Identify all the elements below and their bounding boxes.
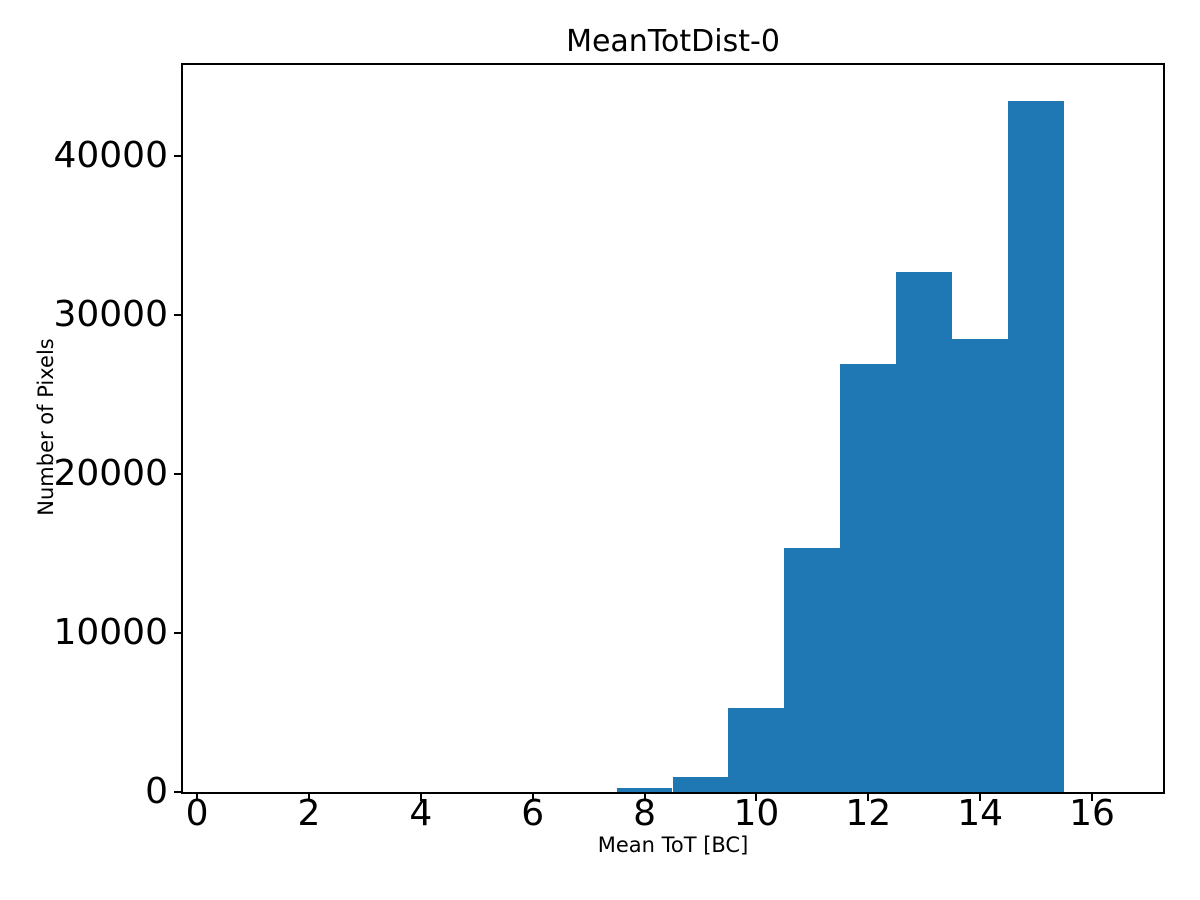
y-tick-label: 10000	[53, 612, 168, 654]
x-tick-label: 4	[409, 793, 433, 834]
histogram-bar	[1008, 101, 1064, 792]
histogram-bar	[784, 548, 841, 792]
histogram-bar	[728, 708, 785, 792]
x-tick-label: 2	[297, 793, 321, 834]
y-tick-mark	[174, 314, 182, 317]
x-tick-label: 8	[633, 793, 656, 834]
x-tick-mark	[307, 793, 310, 801]
x-tick-label: 16	[1069, 793, 1115, 834]
histogram-bar	[952, 338, 1009, 792]
x-tick-mark	[531, 793, 534, 801]
plot-area	[181, 63, 1165, 794]
x-tick-label: 14	[957, 793, 1004, 834]
histogram-bar	[896, 271, 953, 792]
y-tick-mark	[174, 791, 182, 793]
y-tick-label: 30000	[53, 294, 168, 336]
x-tick-mark	[755, 793, 758, 801]
x-tick-mark	[196, 793, 199, 801]
x-tick-label: 6	[521, 793, 545, 834]
histogram-bar	[840, 363, 897, 792]
histogram-bar	[616, 788, 673, 792]
y-tick-mark	[174, 473, 182, 476]
x-tick-mark	[1090, 793, 1093, 801]
y-tick-mark	[174, 155, 182, 158]
x-tick-mark	[643, 793, 646, 801]
y-tick-label: 0	[145, 771, 168, 812]
x-tick-label: 10	[733, 793, 780, 834]
x-tick-mark	[419, 793, 422, 801]
y-tick-label: 40000	[53, 135, 168, 177]
x-tick-label: 12	[845, 793, 892, 834]
y-tick-label: 20000	[53, 453, 168, 495]
histogram-bar	[672, 776, 729, 792]
chart-title: MeanTotDist-0	[566, 24, 780, 59]
y-tick-mark	[174, 632, 182, 635]
y-axis-label: Number of Pixels	[34, 338, 58, 516]
x-axis-label: Mean ToT [BC]	[597, 833, 749, 857]
x-tick-label: 0	[185, 793, 209, 834]
x-tick-mark	[867, 793, 870, 801]
x-tick-mark	[979, 793, 982, 801]
